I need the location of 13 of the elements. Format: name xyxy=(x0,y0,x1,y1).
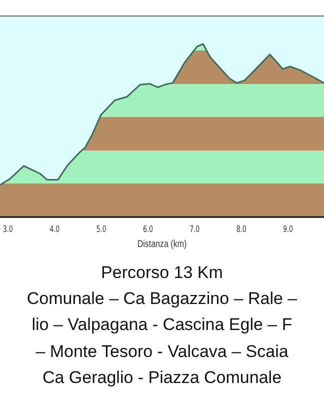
x-tick-label: 7.0 xyxy=(190,224,200,234)
text: Comunale – Ca Bagazzino – Rale – xyxy=(26,289,298,308)
x-tick-label: 3.0 xyxy=(2,224,13,234)
x-tick-label: 8.0 xyxy=(236,224,246,234)
x-axis-title: Distanza (km) xyxy=(137,238,187,250)
x-tick-label: 4.0 xyxy=(50,224,60,234)
text: Percorso 13 Km xyxy=(101,263,223,282)
text: lio – Valpagana - Cascina Egle – F xyxy=(32,315,292,334)
text: Ca Geraglio - Piazza Comunale xyxy=(42,368,282,387)
x-tick-label: 6.0 xyxy=(142,224,154,234)
x-tick-label: 5.0 xyxy=(96,224,106,234)
x-tick-label: 9.0 xyxy=(283,224,294,234)
text: – Monte Tesoro - Valcava – Scaia xyxy=(36,342,289,361)
